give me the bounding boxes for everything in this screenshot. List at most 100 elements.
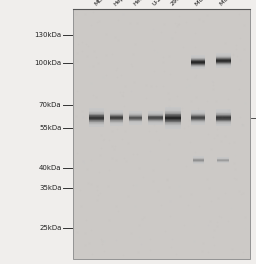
Bar bbox=[165, 116, 181, 117]
Bar bbox=[148, 122, 163, 123]
Bar bbox=[191, 66, 205, 67]
Bar bbox=[217, 161, 229, 162]
Bar bbox=[191, 117, 205, 118]
Bar bbox=[191, 60, 205, 61]
Bar bbox=[148, 111, 163, 112]
Bar bbox=[165, 111, 181, 112]
Bar bbox=[148, 124, 163, 125]
Bar bbox=[110, 111, 123, 112]
Text: 25kDa: 25kDa bbox=[39, 225, 61, 230]
Bar bbox=[165, 123, 181, 125]
Bar bbox=[216, 115, 231, 116]
Bar bbox=[217, 159, 229, 160]
Bar bbox=[89, 122, 104, 123]
Bar bbox=[193, 161, 204, 162]
Bar bbox=[216, 59, 231, 60]
Bar bbox=[191, 123, 205, 124]
Bar bbox=[110, 124, 123, 125]
Bar bbox=[89, 117, 104, 118]
Bar bbox=[89, 124, 104, 125]
Bar bbox=[89, 111, 104, 112]
Bar bbox=[216, 121, 231, 122]
Bar bbox=[129, 117, 142, 118]
Text: 35kDa: 35kDa bbox=[39, 185, 61, 191]
Bar bbox=[89, 119, 104, 120]
Bar bbox=[191, 122, 205, 123]
Bar bbox=[110, 125, 123, 126]
Bar bbox=[89, 109, 104, 110]
Bar bbox=[110, 119, 123, 120]
Bar bbox=[165, 110, 181, 111]
Bar bbox=[89, 118, 104, 119]
Bar bbox=[148, 113, 163, 114]
Bar bbox=[216, 63, 231, 64]
Bar bbox=[216, 111, 231, 112]
Bar bbox=[216, 62, 231, 63]
Bar bbox=[191, 67, 205, 68]
Bar bbox=[191, 119, 205, 120]
Text: Mouse brain: Mouse brain bbox=[220, 0, 251, 7]
Bar bbox=[193, 160, 204, 161]
Bar bbox=[165, 110, 181, 111]
Text: 100kDa: 100kDa bbox=[34, 60, 61, 66]
Bar bbox=[193, 160, 204, 161]
Bar bbox=[165, 126, 181, 128]
Bar bbox=[129, 123, 142, 124]
Bar bbox=[193, 159, 204, 160]
Bar bbox=[165, 121, 181, 122]
Bar bbox=[191, 118, 205, 119]
Bar bbox=[216, 113, 231, 114]
Bar bbox=[110, 117, 123, 118]
Bar bbox=[165, 125, 181, 126]
Bar bbox=[165, 117, 181, 119]
Bar bbox=[216, 119, 231, 120]
Bar bbox=[110, 121, 123, 122]
Bar bbox=[191, 115, 205, 116]
Bar bbox=[191, 60, 205, 61]
Text: 130kDa: 130kDa bbox=[34, 32, 61, 39]
Bar bbox=[89, 113, 104, 114]
Bar bbox=[148, 123, 163, 124]
Bar bbox=[89, 114, 104, 115]
Bar bbox=[216, 63, 231, 64]
Bar bbox=[216, 58, 231, 59]
Bar bbox=[193, 163, 204, 164]
Bar bbox=[216, 120, 231, 121]
Bar bbox=[110, 116, 123, 117]
Bar bbox=[216, 111, 231, 112]
Bar bbox=[191, 64, 205, 65]
Bar bbox=[217, 162, 229, 163]
Bar bbox=[191, 114, 205, 115]
Bar bbox=[110, 118, 123, 119]
Bar bbox=[217, 160, 229, 161]
Bar bbox=[165, 123, 181, 124]
Bar bbox=[191, 113, 205, 114]
Bar bbox=[110, 115, 123, 116]
Bar bbox=[148, 114, 163, 115]
Bar bbox=[148, 119, 163, 120]
Bar bbox=[129, 112, 142, 113]
Bar bbox=[191, 122, 205, 123]
Bar bbox=[193, 161, 204, 162]
Bar bbox=[148, 116, 163, 117]
Bar bbox=[89, 108, 104, 109]
Bar bbox=[148, 113, 163, 114]
Text: U-251MG: U-251MG bbox=[152, 0, 176, 7]
Text: HeLa: HeLa bbox=[132, 0, 147, 7]
Bar bbox=[89, 120, 104, 121]
Bar bbox=[216, 109, 231, 110]
Bar bbox=[165, 115, 181, 116]
Bar bbox=[89, 117, 104, 119]
Bar bbox=[216, 60, 231, 61]
Bar bbox=[217, 162, 229, 163]
Bar bbox=[193, 156, 204, 157]
Bar bbox=[191, 63, 205, 64]
Bar bbox=[89, 116, 104, 117]
Bar bbox=[110, 113, 123, 114]
Bar bbox=[89, 113, 104, 114]
Bar bbox=[216, 117, 231, 118]
Bar bbox=[129, 122, 142, 123]
Bar bbox=[191, 66, 205, 67]
Bar bbox=[193, 163, 204, 164]
Bar bbox=[191, 113, 205, 114]
